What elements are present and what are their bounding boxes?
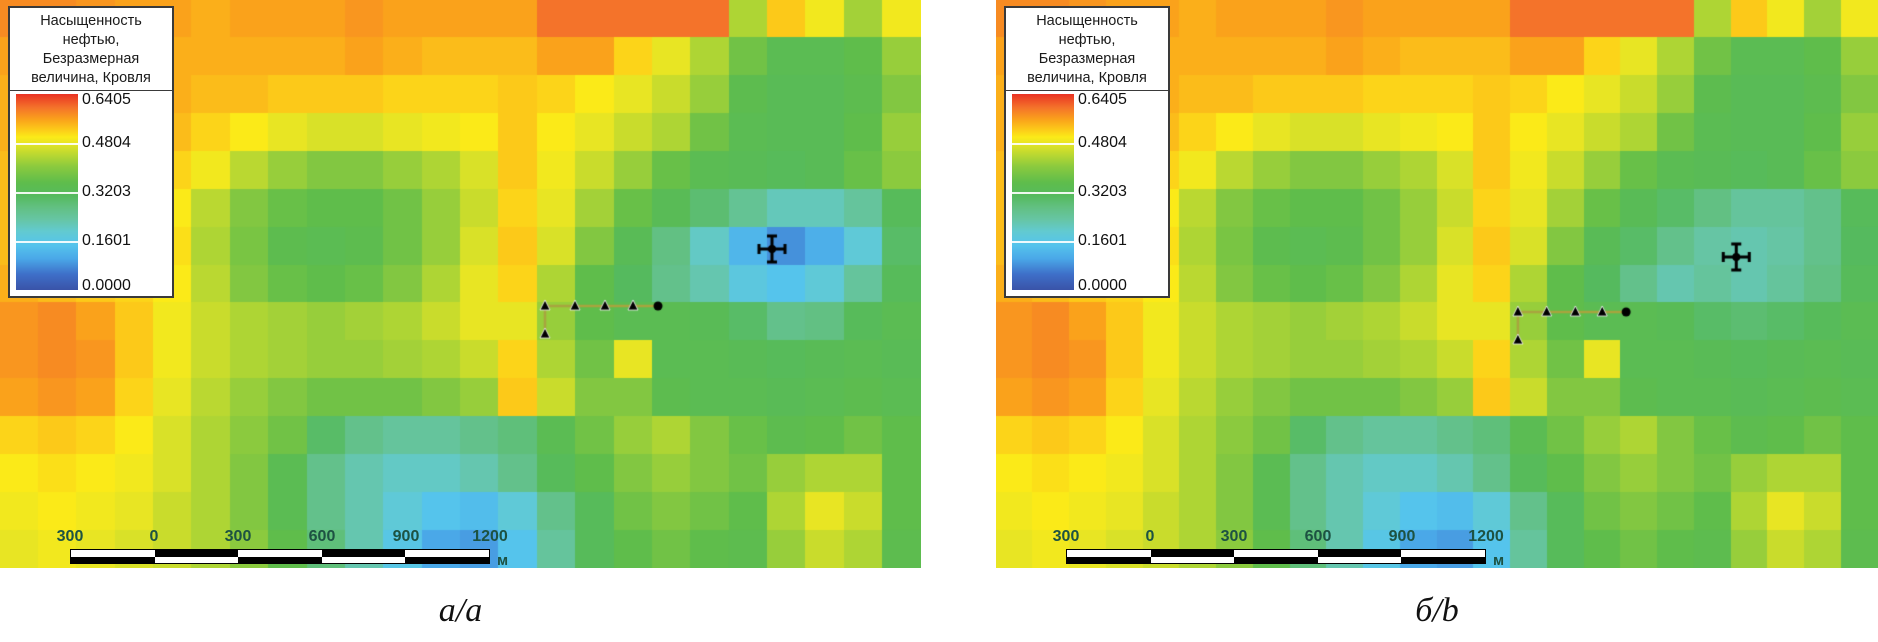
scalebar-segment: [405, 550, 489, 557]
scalebar-segment: [405, 556, 489, 563]
scalebar-segment: [1150, 556, 1235, 563]
legend-title-line: величина, Кровля: [1027, 70, 1147, 86]
legend-a: Насыщенность нефтью, Безразмерная величи…: [8, 6, 174, 298]
legend-title-line: Насыщенность: [40, 13, 142, 29]
colorbar-value: 0.1601: [1078, 232, 1127, 249]
scalebar-segment: [321, 550, 406, 557]
scalebar-segment: [1234, 556, 1318, 563]
scalebar-bar: [1066, 549, 1486, 564]
colorbar-tick: [16, 241, 78, 243]
scalebar-segment: [1317, 550, 1402, 557]
scalebar-row: [1067, 556, 1485, 563]
scalebar-segment: [238, 550, 322, 557]
saturation-map-b: Насыщенность нефтью, Безразмерная величи…: [996, 0, 1878, 629]
scalebar-labels: 300 0 300 600 900 1200: [57, 528, 508, 546]
scalebar-b: 300 0 300 600 900 1200 м: [996, 528, 1556, 569]
colorbar-labels: 0.6405 0.4804 0.3203 0.1601 0.0000: [1078, 90, 1168, 294]
colorbar-tick: [16, 143, 78, 145]
legend-title-line: величина, Кровля: [31, 70, 151, 86]
legend-b: Насыщенность нефтью, Безразмерная величи…: [1004, 6, 1170, 298]
scalebar-segment: [1067, 550, 1151, 557]
scalebar-label: 900: [1388, 528, 1416, 545]
colorbar-gradient: [16, 94, 78, 290]
colorbar-value: 0.4804: [82, 134, 131, 151]
scalebar-row: [71, 550, 489, 557]
colorbar-value: 0.6405: [1078, 90, 1127, 108]
legend-colorbar-block: 0.6405 0.4804 0.3203 0.1601 0.0000: [10, 91, 172, 295]
legend-title-line: Безразмерная: [42, 51, 140, 67]
caption-a: а/a: [438, 592, 483, 629]
scalebar-segment: [154, 550, 239, 557]
scalebar-segment: [1401, 556, 1485, 563]
legend-title-line: Насыщенность: [1036, 13, 1138, 29]
colorbar-tick: [1012, 192, 1074, 194]
scalebar-unit: м: [1493, 552, 1505, 569]
legend-title: Насыщенность нефтью, Безразмерная величи…: [10, 8, 172, 91]
scalebar-segment: [154, 556, 239, 563]
scalebar-segment: [1067, 556, 1151, 563]
colorbar-tick: [1012, 241, 1074, 243]
scalebar-label: 0: [1145, 528, 1155, 545]
colorbar-value: 0.0000: [82, 277, 131, 295]
scalebar-row: [71, 556, 489, 563]
scalebar-label: 0: [149, 528, 159, 545]
scalebar-label: 900: [392, 528, 420, 545]
scalebar-labels: 300 0 300 600 900 1200: [1053, 528, 1504, 546]
scalebar-label: 1200: [472, 528, 508, 545]
legend-title-line: нефтью,: [1058, 32, 1116, 48]
scalebar-label: 600: [308, 528, 336, 545]
scalebar-label: 1200: [1468, 528, 1504, 545]
colorbar-tick: [16, 192, 78, 194]
colorbar-value: 0.0000: [1078, 277, 1127, 295]
scalebar-segment: [71, 550, 155, 557]
legend-colorbar-block: 0.6405 0.4804 0.3203 0.1601 0.0000: [1006, 91, 1168, 295]
scalebar-row: [1067, 550, 1485, 557]
scalebar-segment: [1401, 550, 1485, 557]
scalebar-segment: [238, 556, 322, 563]
legend-title-line: Безразмерная: [1038, 51, 1136, 67]
colorbar-gradient: [1012, 94, 1074, 290]
scalebar-segment: [71, 556, 155, 563]
scalebar-label: 600: [1304, 528, 1332, 545]
scalebar-a: 300 0 300 600 900 1200 м: [0, 528, 560, 569]
colorbar-value: 0.3203: [82, 183, 131, 200]
scalebar-label: 300: [56, 528, 84, 545]
scalebar-segment: [1150, 550, 1235, 557]
saturation-map-a: Насыщенность нефтью, Безразмерная величи…: [0, 0, 921, 629]
colorbar-tick: [1012, 143, 1074, 145]
scalebar-unit: м: [497, 552, 509, 569]
scalebar-bar: [70, 549, 490, 564]
scalebar-label: 300: [224, 528, 252, 545]
caption-b: б/b: [1415, 592, 1459, 629]
colorbar-value: 0.3203: [1078, 183, 1127, 200]
legend-title: Насыщенность нефтью, Безразмерная величи…: [1006, 8, 1168, 91]
scalebar-label: 300: [1052, 528, 1080, 545]
colorbar-value: 0.4804: [1078, 134, 1127, 151]
scalebar-segment: [1317, 556, 1402, 563]
scalebar-label: 300: [1220, 528, 1248, 545]
scalebar-segment: [1234, 550, 1318, 557]
scalebar-segment: [321, 556, 406, 563]
colorbar-value: 0.6405: [82, 90, 131, 108]
colorbar-labels: 0.6405 0.4804 0.3203 0.1601 0.0000: [82, 90, 172, 294]
colorbar-value: 0.1601: [82, 232, 131, 249]
legend-title-line: нефтью,: [62, 32, 120, 48]
